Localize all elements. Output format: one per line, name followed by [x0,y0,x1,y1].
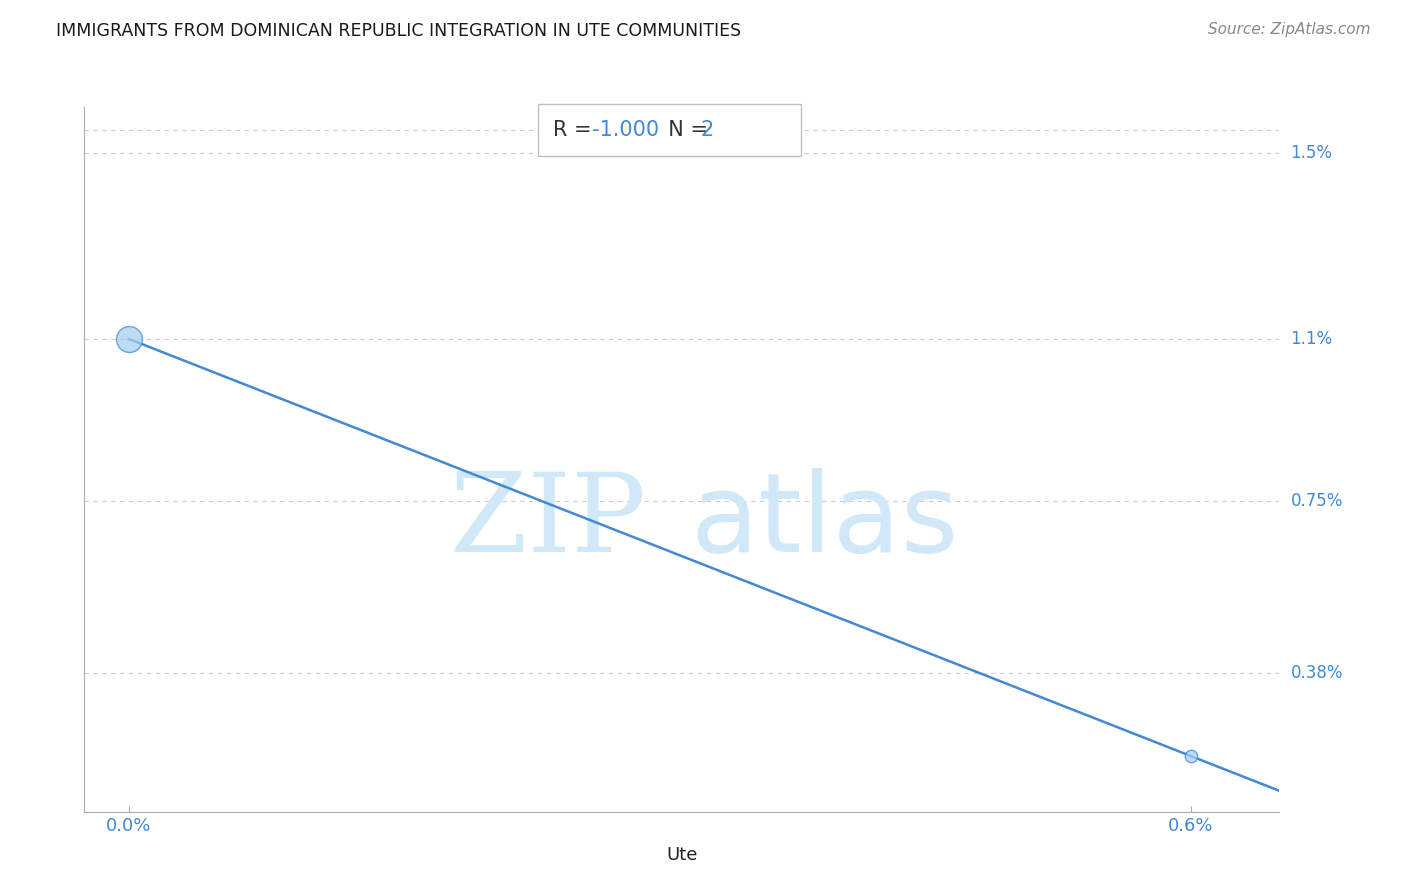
Text: atlas: atlas [690,468,959,575]
Text: Source: ZipAtlas.com: Source: ZipAtlas.com [1208,22,1371,37]
X-axis label: Ute: Ute [666,846,697,863]
Text: N =: N = [655,120,714,140]
Text: 1.1%: 1.1% [1291,330,1333,348]
Point [117,332,139,346]
Text: R =: R = [553,120,598,140]
Text: -1.000: -1.000 [592,120,659,140]
Text: ZIP: ZIP [450,468,647,575]
Text: 0.75%: 0.75% [1291,492,1343,510]
Point [1180,749,1202,764]
Text: 2: 2 [700,120,713,140]
Text: 1.5%: 1.5% [1291,145,1333,162]
Text: IMMIGRANTS FROM DOMINICAN REPUBLIC INTEGRATION IN UTE COMMUNITIES: IMMIGRANTS FROM DOMINICAN REPUBLIC INTEG… [56,22,741,40]
Text: 0.38%: 0.38% [1291,664,1343,681]
